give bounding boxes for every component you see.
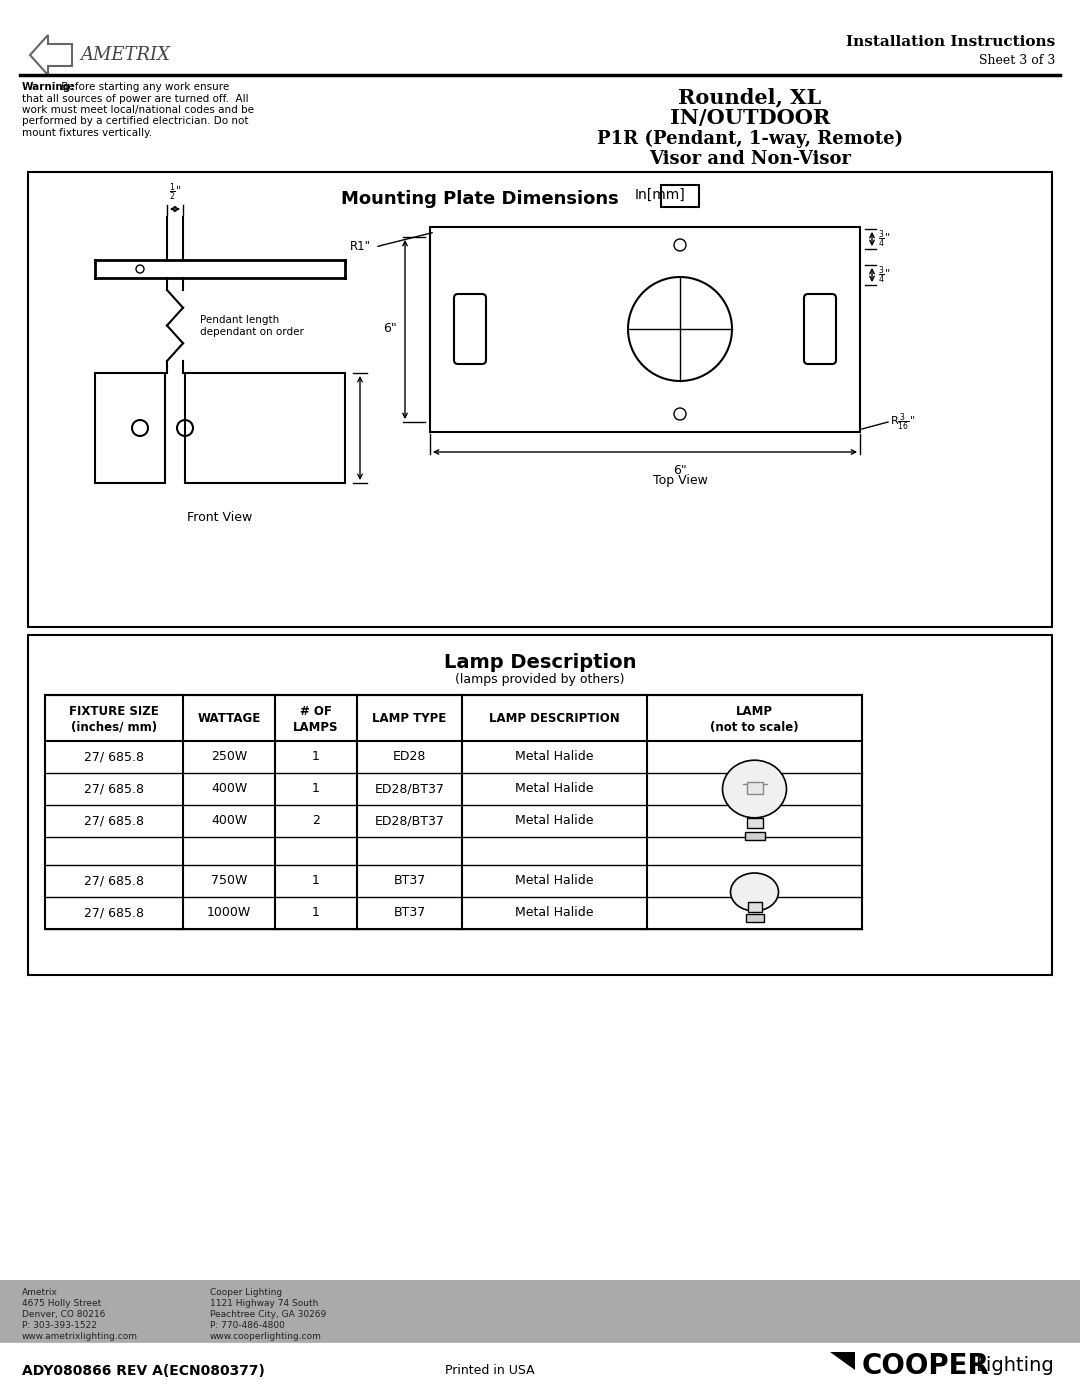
Text: Metal Halide: Metal Halide bbox=[515, 875, 594, 887]
Text: COOPER: COOPER bbox=[862, 1352, 990, 1380]
Text: (inches/ mm): (inches/ mm) bbox=[71, 721, 157, 733]
Text: In[mm]: In[mm] bbox=[635, 189, 686, 203]
Text: $\mathregular{\frac{1}{2}}$": $\mathregular{\frac{1}{2}}$" bbox=[168, 182, 181, 203]
Text: 1: 1 bbox=[312, 875, 320, 887]
Text: Sheet 3 of 3: Sheet 3 of 3 bbox=[978, 53, 1055, 67]
Text: Top View: Top View bbox=[652, 474, 707, 488]
Text: LAMP: LAMP bbox=[735, 705, 773, 718]
Text: Roundel, XL: Roundel, XL bbox=[678, 87, 822, 108]
Text: P1R (Pendant, 1-way, Remote): P1R (Pendant, 1-way, Remote) bbox=[597, 130, 903, 148]
Text: 1: 1 bbox=[312, 750, 320, 764]
Text: Installation Instructions: Installation Instructions bbox=[846, 35, 1055, 49]
Text: 27/ 685.8: 27/ 685.8 bbox=[84, 875, 144, 887]
Text: Lamp Description: Lamp Description bbox=[444, 652, 636, 672]
Text: Lighting: Lighting bbox=[975, 1356, 1054, 1375]
Text: ED28/BT37: ED28/BT37 bbox=[375, 782, 445, 795]
Text: BT37: BT37 bbox=[393, 875, 426, 887]
Text: Before starting any work ensure: Before starting any work ensure bbox=[58, 82, 229, 92]
Text: IN/OUTDOOR: IN/OUTDOOR bbox=[670, 108, 831, 129]
Text: Cooper Lighting: Cooper Lighting bbox=[210, 1288, 282, 1296]
Text: Printed in USA: Printed in USA bbox=[445, 1363, 535, 1377]
Text: $\mathregular{\frac{3}{4}}$": $\mathregular{\frac{3}{4}}$" bbox=[878, 264, 891, 286]
Text: LAMPS: LAMPS bbox=[294, 721, 339, 733]
Bar bbox=[0, 1280, 1080, 1343]
Text: R$\mathregular{\frac{3}{16}}$": R$\mathregular{\frac{3}{16}}$" bbox=[890, 411, 915, 433]
Text: Metal Halide: Metal Halide bbox=[515, 750, 594, 764]
Text: ADY080866 REV A(ECN080377): ADY080866 REV A(ECN080377) bbox=[22, 1363, 265, 1377]
Bar bbox=[430, 226, 860, 432]
Bar bbox=[28, 172, 1052, 627]
Text: www.cooperlighting.com: www.cooperlighting.com bbox=[210, 1331, 322, 1341]
Text: 6": 6" bbox=[673, 464, 687, 476]
Text: 400W: 400W bbox=[211, 782, 247, 795]
Text: AMETRIX: AMETRIX bbox=[80, 46, 170, 64]
FancyBboxPatch shape bbox=[804, 293, 836, 365]
Bar bbox=[185, 373, 345, 483]
Ellipse shape bbox=[723, 760, 786, 817]
Text: mount fixtures vertically.: mount fixtures vertically. bbox=[22, 129, 152, 138]
Bar bbox=[45, 694, 862, 929]
Text: (lamps provided by others): (lamps provided by others) bbox=[456, 673, 624, 686]
Text: Metal Halide: Metal Halide bbox=[515, 782, 594, 795]
Text: ED28/BT37: ED28/BT37 bbox=[375, 814, 445, 827]
Text: FIXTURE SIZE: FIXTURE SIZE bbox=[69, 705, 159, 718]
Text: 27/ 685.8: 27/ 685.8 bbox=[84, 782, 144, 795]
Text: R1": R1" bbox=[350, 240, 372, 253]
Text: that all sources of power are turned off.  All: that all sources of power are turned off… bbox=[22, 94, 248, 103]
Text: Denver, CO 80216: Denver, CO 80216 bbox=[22, 1310, 106, 1319]
Text: (not to scale): (not to scale) bbox=[711, 721, 799, 733]
Text: 250W: 250W bbox=[211, 750, 247, 764]
Bar bbox=[28, 636, 1052, 975]
Text: www.ametrixlighting.com: www.ametrixlighting.com bbox=[22, 1331, 138, 1341]
Text: 750W: 750W bbox=[211, 875, 247, 887]
Bar bbox=[745, 914, 764, 922]
Text: performed by a certified electrician. Do not: performed by a certified electrician. Do… bbox=[22, 116, 248, 127]
Text: 6": 6" bbox=[383, 323, 397, 335]
Text: Ametrix: Ametrix bbox=[22, 1288, 58, 1296]
Text: P: 770-486-4800: P: 770-486-4800 bbox=[210, 1322, 285, 1330]
Text: work must meet local/national codes and be: work must meet local/national codes and … bbox=[22, 105, 254, 115]
Text: Front View: Front View bbox=[187, 511, 253, 524]
Text: P: 303-393-1522: P: 303-393-1522 bbox=[22, 1322, 97, 1330]
Text: Peachtree City, GA 30269: Peachtree City, GA 30269 bbox=[210, 1310, 326, 1319]
Text: Visor and Non-Visor: Visor and Non-Visor bbox=[649, 149, 851, 168]
Text: LAMP DESCRIPTION: LAMP DESCRIPTION bbox=[489, 711, 620, 725]
Text: # OF: # OF bbox=[300, 705, 332, 718]
Text: 1000W: 1000W bbox=[207, 907, 252, 919]
Text: WATTAGE: WATTAGE bbox=[198, 711, 260, 725]
Text: 27/ 685.8: 27/ 685.8 bbox=[84, 814, 144, 827]
Text: 1121 Highway 74 South: 1121 Highway 74 South bbox=[210, 1299, 319, 1308]
Text: Metal Halide: Metal Halide bbox=[515, 814, 594, 827]
Polygon shape bbox=[831, 1352, 855, 1370]
Bar bbox=[661, 184, 699, 207]
Text: 27/ 685.8: 27/ 685.8 bbox=[84, 750, 144, 764]
Text: Pendant length
dependant on order: Pendant length dependant on order bbox=[200, 316, 303, 337]
Text: Mounting Plate Dimensions: Mounting Plate Dimensions bbox=[341, 190, 619, 208]
Text: 400W: 400W bbox=[211, 814, 247, 827]
Text: ED28: ED28 bbox=[393, 750, 427, 764]
FancyBboxPatch shape bbox=[454, 293, 486, 365]
Bar bbox=[744, 831, 765, 840]
Text: Warning:: Warning: bbox=[22, 82, 76, 92]
Text: 27/ 685.8: 27/ 685.8 bbox=[84, 907, 144, 919]
Text: 2: 2 bbox=[312, 814, 320, 827]
Text: 1: 1 bbox=[312, 782, 320, 795]
Text: BT37: BT37 bbox=[393, 907, 426, 919]
Ellipse shape bbox=[730, 873, 779, 911]
Text: Metal Halide: Metal Halide bbox=[515, 907, 594, 919]
Bar bbox=[746, 817, 762, 828]
Text: LAMP TYPE: LAMP TYPE bbox=[373, 711, 447, 725]
Bar bbox=[746, 782, 762, 793]
Text: 4675 Holly Street: 4675 Holly Street bbox=[22, 1299, 102, 1308]
Bar bbox=[747, 902, 761, 912]
Text: 1: 1 bbox=[312, 907, 320, 919]
Text: $\mathregular{\frac{3}{4}}$": $\mathregular{\frac{3}{4}}$" bbox=[878, 228, 891, 250]
Bar bbox=[95, 373, 165, 483]
